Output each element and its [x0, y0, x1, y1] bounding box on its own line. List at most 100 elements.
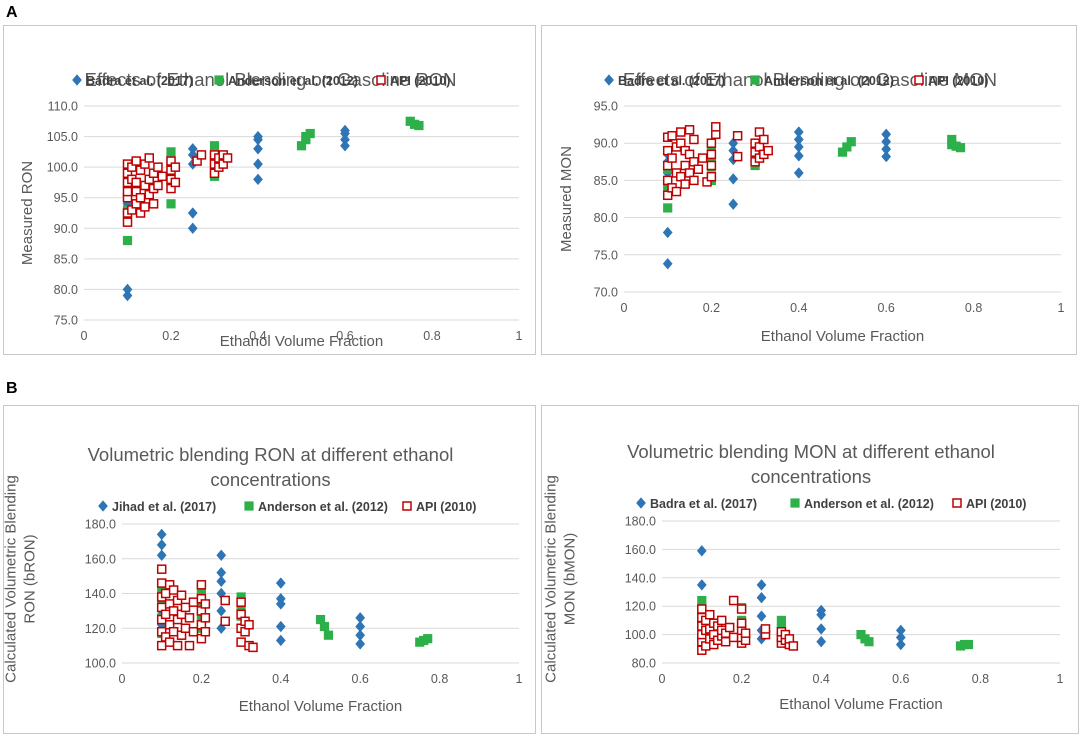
x-tick-label: 1 — [516, 329, 523, 343]
data-point — [340, 139, 350, 152]
data-point — [732, 131, 743, 141]
data-point — [216, 575, 227, 588]
data-point — [196, 150, 207, 160]
data-point — [667, 131, 677, 141]
chart-bron-volumetric: Volumetric blending RON at different eth… — [3, 405, 536, 734]
series-2 — [697, 595, 799, 655]
data-point — [684, 125, 695, 135]
legend-marker — [790, 498, 800, 508]
data-point — [760, 624, 771, 634]
data-point — [881, 128, 892, 141]
data-point — [222, 153, 233, 163]
y-tick-label: 180.0 — [625, 515, 656, 529]
series-2 — [156, 564, 258, 653]
data-point — [355, 620, 366, 633]
data-point — [253, 143, 263, 155]
data-point — [793, 167, 804, 179]
data-point — [275, 620, 286, 633]
series-2 — [122, 150, 233, 227]
x-tick-label: 1 — [1057, 672, 1064, 686]
legend-label: Anderson et al. (2012) — [258, 500, 388, 514]
series-0 — [662, 126, 892, 270]
data-point — [184, 613, 195, 623]
legend-label: Jihad et al. (2017) — [112, 500, 216, 514]
data-point — [244, 620, 254, 630]
data-point — [881, 150, 892, 163]
legend-marker — [750, 75, 760, 85]
data-point — [122, 289, 133, 302]
chart-title: concentrations — [751, 466, 871, 487]
chart-bmon-volumetric: Volumetric blending MON at different eth… — [541, 405, 1079, 734]
data-point — [156, 549, 167, 562]
data-point — [724, 622, 735, 633]
x-tick-label: 0.2 — [162, 329, 179, 343]
data-point — [759, 134, 769, 145]
data-point — [248, 642, 258, 653]
data-point — [168, 585, 179, 595]
data-point — [716, 615, 727, 626]
panel-label-a: A — [6, 4, 18, 21]
data-point — [144, 153, 154, 163]
y-tick-label: 80.0 — [632, 657, 656, 671]
data-point — [736, 604, 747, 614]
data-point — [323, 630, 334, 640]
data-point — [156, 578, 167, 588]
data-point — [170, 162, 181, 172]
data-point — [156, 528, 167, 541]
data-point — [895, 624, 906, 637]
data-point — [253, 130, 263, 143]
data-point — [837, 147, 848, 157]
legend: Badra et al. (2017) Anderson et al. (2012… — [604, 74, 988, 88]
data-point — [122, 283, 133, 296]
data-point — [728, 632, 739, 643]
data-point — [689, 134, 699, 145]
y-tick-label: 70.0 — [594, 286, 618, 300]
legend-marker — [214, 75, 224, 85]
data-point — [711, 122, 721, 132]
data-point — [423, 634, 433, 644]
data-point — [842, 142, 852, 152]
legend-label: Anderson et al. (2012) — [228, 74, 358, 88]
legend-marker — [98, 500, 108, 512]
data-point — [963, 639, 974, 650]
series-0 — [122, 124, 350, 302]
legend-label: API (2010) — [928, 74, 988, 88]
y-axis-label-line: RON (bRON) — [22, 534, 39, 623]
y-axis-label-line: MON (bMON) — [562, 533, 579, 626]
data-point — [122, 217, 133, 227]
data-point — [156, 564, 167, 574]
data-point — [196, 580, 207, 590]
x-tick-label: 0 — [659, 672, 666, 686]
chart-title: Effects of Ethanol Blending on Gasoline … — [85, 69, 457, 90]
data-point — [676, 127, 686, 137]
data-point — [157, 171, 168, 182]
legend-marker — [636, 497, 646, 509]
legend-marker — [402, 501, 412, 511]
data-point — [200, 626, 211, 637]
data-point — [216, 605, 227, 617]
data-point — [180, 623, 191, 633]
y-axis-label: Measured RON — [19, 161, 36, 265]
y-tick-label: 140.0 — [85, 587, 116, 601]
data-point — [135, 192, 146, 203]
legend-marker — [604, 74, 614, 86]
y-tick-label: 110.0 — [48, 100, 78, 114]
data-point — [955, 143, 966, 153]
data-point — [166, 199, 176, 209]
data-point — [720, 636, 731, 647]
data-point — [131, 156, 141, 166]
legend: Badra et al. (2017) Anderson et al. (2012… — [636, 497, 1026, 511]
y-axis-label: Measured MON — [558, 146, 575, 252]
data-point — [662, 257, 673, 270]
chart-title: Volumetric blending MON at different eth… — [627, 441, 995, 462]
x-tick-label: 0.6 — [352, 672, 369, 686]
data-point — [728, 198, 739, 210]
y-tick-label: 100.0 — [85, 657, 116, 671]
data-point — [816, 635, 827, 648]
data-point — [170, 177, 181, 188]
x-tick-label: 0.4 — [249, 329, 266, 343]
x-tick-label: 0.2 — [703, 301, 720, 315]
y-tick-label: 85.0 — [54, 252, 78, 266]
y-tick-label: 80.0 — [54, 283, 78, 297]
y-axis-label: Calculated Volumetric Blending RON (bRON) — [3, 475, 39, 683]
